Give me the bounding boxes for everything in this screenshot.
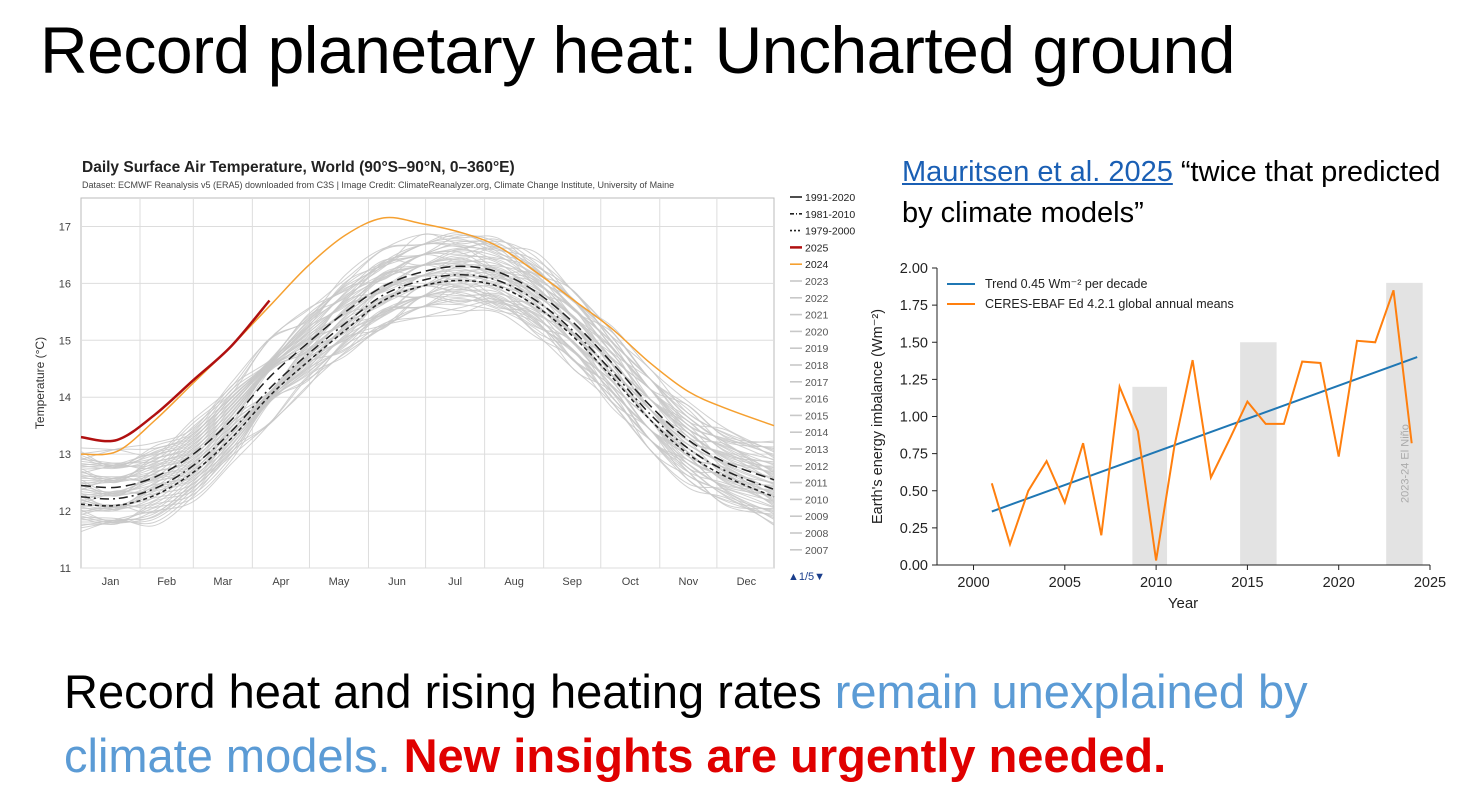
chart1-plot-area — [80, 197, 775, 569]
legend-label-2007: 2007 — [805, 545, 829, 557]
slide-title: Record planetary heat: Uncharted ground — [40, 13, 1235, 87]
chart1-month-label: Feb — [157, 576, 176, 588]
chart1-historical-year-line — [80, 233, 775, 455]
series-line-1979-2000 — [80, 279, 775, 507]
bottom-statement: Record heat and rising heating rates rem… — [64, 660, 1444, 788]
chart1-ylabel: Temperature (°C) — [33, 337, 47, 429]
series-line-2025 — [80, 299, 271, 443]
chart1-month-label: May — [329, 576, 350, 588]
chart2-ytick-label: 0.50 — [900, 484, 928, 500]
legend-label-2008: 2008 — [805, 528, 829, 540]
chart2-series — [990, 289, 1418, 561]
legend-label-Trend 0.45 Wm⁻² per decade: Trend 0.45 Wm⁻² per decade — [985, 277, 1148, 291]
legend-label-2020: 2020 — [805, 326, 829, 338]
legend-label-2015: 2015 — [805, 410, 829, 422]
chart2-xlabel: Year — [1168, 595, 1198, 612]
chart1-month-label: Jan — [102, 576, 120, 588]
chart2-xtick-label: 2015 — [1231, 575, 1263, 591]
series-line-2024 — [80, 216, 775, 456]
chart2-xtick-label: 2010 — [1140, 575, 1172, 591]
chart2-xtick-label: 2025 — [1414, 575, 1446, 591]
chart1-ytick-label: 11 — [60, 563, 71, 575]
legend-label-2012: 2012 — [805, 461, 829, 473]
chart1-month-label: Jun — [388, 576, 406, 588]
chart2-axes: 0.00 0.25 0.50 0.75 1.00 1.25 1.50 1.75 2.00 2000… — [900, 261, 1446, 591]
legend-label-2010: 2010 — [805, 494, 829, 506]
chart1-month-label: Apr — [272, 576, 289, 588]
legend-label-2021: 2021 — [805, 310, 829, 322]
legend-label-1979-2000: 1979-2000 — [805, 226, 855, 238]
bottom-blue-text: remain unexplained by climate models. — [64, 665, 1308, 782]
chart1-month-label: Mar — [213, 576, 232, 588]
el-nino-band — [1240, 342, 1277, 565]
bottom-red-text: New insights are urgently needed. — [403, 729, 1167, 782]
chart1-ytick-label: 16 — [59, 278, 71, 290]
chart1-ytick-label: 13 — [59, 449, 71, 461]
legend-label-2016: 2016 — [805, 394, 829, 406]
legend-label-2009: 2009 — [805, 511, 829, 523]
legend-label-2024: 2024 — [805, 259, 829, 271]
chart1-ytick-label: 14 — [59, 392, 71, 404]
legend-label-1981-2010: 1981-2010 — [805, 209, 855, 221]
chart2-ytick-label: 1.25 — [900, 372, 928, 388]
chart2-ytick-label: 1.75 — [900, 298, 928, 314]
legend-label-1991-2020: 1991-2020 — [805, 192, 855, 204]
legend-pager[interactable]: ▲1/5▼ — [788, 571, 825, 583]
chart1-ytick-label: 12 — [59, 506, 71, 518]
chart1-axes: 11 12 13 14 15 16 17 Jan Feb Mar Apr May Jun Jul Aug Se… — [59, 221, 757, 588]
series-line-1981-2010 — [80, 274, 775, 500]
legend-label-2022: 2022 — [805, 293, 829, 305]
chart1-month-label: Nov — [679, 576, 699, 588]
legend-label-2023: 2023 — [805, 276, 829, 288]
chart2-ytick-label: 1.50 — [900, 335, 928, 351]
citation: Mauritsen et al. 2025 “twice that predic… — [902, 152, 1442, 234]
chart2-ytick-label: 0.75 — [900, 447, 928, 463]
chart2-xtick-label: 2020 — [1323, 575, 1355, 591]
el-nino-band — [1386, 282, 1423, 565]
citation-link[interactable]: Mauritsen et al. 2025 — [902, 156, 1173, 188]
chart1-historical-year-line — [80, 234, 775, 456]
chart1-subtitle: Dataset: ECMWF Reanalysis v5 (ERA5) down… — [82, 180, 674, 190]
chart2-xtick-label: 2005 — [1049, 575, 1081, 591]
el-nino-band-label: 2023-24 El Niño — [1399, 424, 1411, 503]
series-line-1991-2020 — [80, 265, 775, 489]
legend-label-2018: 2018 — [805, 360, 829, 372]
chart1-legend: 1991-2020 1981-2010 1979-2000 2025 2024 2023 2… — [790, 192, 855, 557]
chart2-ytick-label: 1.00 — [900, 410, 928, 426]
chart1-title: Daily Surface Air Temperature, World (90… — [82, 159, 515, 176]
chart2-ytick-label: 0.00 — [900, 558, 928, 574]
legend-label-2019: 2019 — [805, 343, 829, 355]
bottom-black-text: Record heat and rising heating rates — [64, 665, 835, 718]
chart1-month-label: Oct — [622, 576, 639, 588]
chart1-month-label: Aug — [504, 576, 524, 588]
chart2-ylabel: Earth's energy imbalance (Wm⁻²) — [870, 309, 886, 524]
chart2-legend: Trend 0.45 Wm⁻² per decade CERES-EBAF Ed … — [947, 277, 1234, 311]
el-nino-band — [1132, 386, 1168, 565]
chart1-historical-year-line — [80, 240, 775, 468]
chart1-month-label: Dec — [737, 576, 757, 588]
chart1-ytick-label: 17 — [59, 221, 71, 233]
energy-imbalance-chart: 2023-24 El Niño 0.00 0.25 0.50 0.75 1.00 1.25… — [870, 261, 1446, 612]
chart1-series — [80, 216, 775, 507]
chart1-grid — [80, 197, 775, 569]
legend-label-2011: 2011 — [805, 478, 828, 490]
chart1-month-label: Sep — [562, 576, 582, 588]
series-line-CERES-EBAF Ed 4.2.1 global annual means — [990, 289, 1413, 561]
legend-label-2017: 2017 — [805, 377, 829, 389]
chart1-ytick-label: 15 — [59, 335, 71, 347]
chart2-xtick-label: 2000 — [957, 575, 989, 591]
bottom-spacer — [391, 729, 404, 782]
daily-temperature-chart: Daily Surface Air Temperature, World (90… — [33, 159, 855, 588]
legend-label-2014: 2014 — [805, 427, 829, 439]
chart2-ytick-label: 2.00 — [900, 261, 928, 277]
chart1-historical-years — [80, 232, 775, 533]
chart2-ytick-label: 0.25 — [900, 521, 928, 537]
legend-label-2013: 2013 — [805, 444, 829, 456]
citation-quote: “twice that predicted by climate models” — [902, 156, 1441, 229]
legend-label-2025: 2025 — [805, 242, 829, 254]
legend-label-CERES-EBAF Ed 4.2.1 global annual means: CERES-EBAF Ed 4.2.1 global annual means — [985, 297, 1234, 311]
chart1-month-label: Jul — [448, 576, 462, 588]
chart2-el-nino-bands: 2023-24 El Niño — [1132, 282, 1423, 565]
